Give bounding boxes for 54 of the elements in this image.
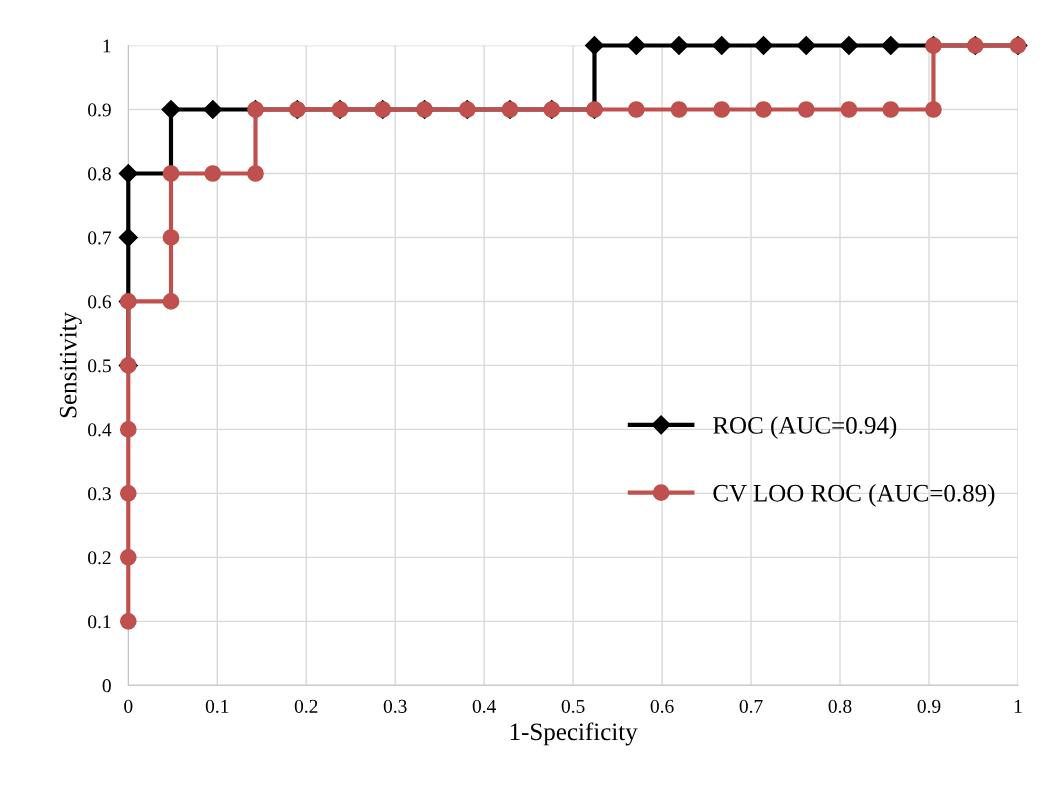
point bbox=[796, 35, 816, 56]
y-tick-label: 0 bbox=[102, 679, 111, 693]
x-tick-label: 0.8 bbox=[828, 699, 852, 713]
point bbox=[882, 101, 900, 118]
point bbox=[162, 293, 180, 310]
y-tick-label: 0.2 bbox=[88, 551, 111, 565]
x-tick-label: 0.7 bbox=[739, 699, 763, 713]
point bbox=[626, 35, 646, 56]
point bbox=[119, 612, 137, 630]
y-axis-title: Sensitivity bbox=[59, 312, 82, 418]
point bbox=[881, 35, 901, 56]
point bbox=[584, 35, 605, 56]
legend-label: CV LOO ROC (AUC=0.89) bbox=[713, 484, 995, 507]
point bbox=[925, 101, 942, 118]
x-tick-label: 0.3 bbox=[383, 699, 407, 713]
point bbox=[712, 35, 732, 56]
point bbox=[669, 35, 689, 56]
x-tick-label: 0.4 bbox=[472, 699, 497, 713]
point bbox=[670, 101, 688, 118]
x-tick-label: 0.1 bbox=[205, 699, 229, 713]
legend-label: ROC (AUC=0.94) bbox=[713, 416, 897, 439]
y-tick-label: 0.8 bbox=[88, 167, 111, 181]
point bbox=[203, 99, 223, 120]
x-tick-label: 0.9 bbox=[917, 699, 941, 713]
point bbox=[753, 35, 774, 56]
point bbox=[755, 101, 772, 118]
x-tick-label: 0.5 bbox=[561, 699, 585, 713]
point bbox=[119, 421, 137, 438]
point bbox=[119, 485, 137, 502]
point bbox=[118, 163, 138, 184]
y-tick-label: 0.7 bbox=[88, 231, 112, 245]
x-tick-label: 0.2 bbox=[294, 699, 318, 713]
x-tick-label: 1 bbox=[1014, 699, 1022, 713]
y-tick-label: 0.4 bbox=[88, 423, 112, 437]
point bbox=[161, 99, 181, 120]
y-tick-label: 0.1 bbox=[88, 615, 111, 629]
x-axis-title: 1-Specificity bbox=[510, 722, 638, 746]
point bbox=[119, 549, 137, 566]
point bbox=[204, 165, 222, 182]
y-tick-label: 0.3 bbox=[88, 487, 111, 501]
y-tick-label: 1 bbox=[103, 39, 111, 53]
point bbox=[118, 227, 138, 247]
point bbox=[839, 35, 859, 56]
point bbox=[713, 101, 731, 118]
y-tick-label: 0.6 bbox=[88, 295, 112, 309]
point bbox=[797, 101, 815, 118]
y-tick-label: 0.5 bbox=[88, 359, 111, 373]
x-tick-label: 0 bbox=[124, 699, 133, 713]
point bbox=[247, 165, 264, 182]
point bbox=[627, 101, 645, 118]
y-tick-label: 0.9 bbox=[88, 103, 111, 117]
point bbox=[840, 101, 858, 118]
x-tick-label: 0.6 bbox=[650, 699, 674, 713]
point bbox=[162, 229, 180, 246]
